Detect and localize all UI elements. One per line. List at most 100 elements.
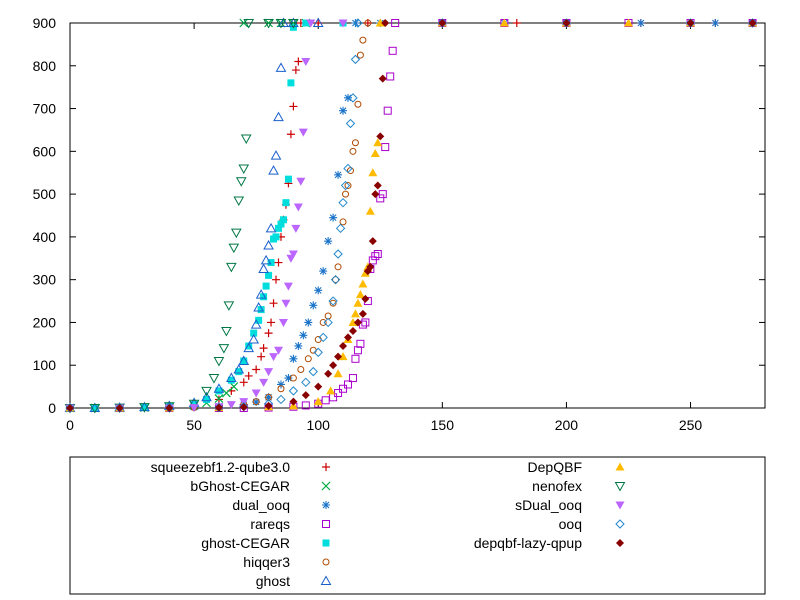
legend-marker [322,501,330,509]
data-point [139,403,150,413]
series-hiqqer3 [66,19,757,412]
data-point [301,401,310,410]
data-point [260,254,272,265]
data-point [314,382,323,391]
data-point [330,274,341,285]
legend-label: nenofex [532,478,582,494]
data-point [279,216,287,224]
legend-item: DepQBF [528,459,625,475]
data-point [329,213,338,222]
y-tick-label: 0 [48,400,56,416]
data-point [334,170,343,179]
data-point [115,404,124,412]
data-point [370,148,380,157]
legend-marker [322,539,330,547]
data-point [201,391,212,402]
legend-marker [616,539,624,547]
legend-marker [321,481,331,491]
data-point [248,334,260,344]
data-point [264,18,273,28]
data-point [227,376,235,384]
y-tick-label: 300 [33,272,57,288]
legend-marker [615,462,625,471]
data-point [267,318,276,327]
x-tick-label: 250 [679,417,703,433]
data-point [289,374,297,382]
data-point [313,347,323,358]
data-point [304,355,312,363]
legend: squeezebf1.2-qube3.0 bGhost-CEGAR dual_ooq… [69,456,766,595]
data-point [245,342,253,350]
data-point [365,206,375,215]
data-point [335,223,346,234]
data-point [340,180,351,191]
data-point [296,177,306,186]
plot-area: 0 50 100 150 200 250 0 100 200 300 400 500 600 700 80… [33,15,766,433]
legend-items: squeezebf1.2-qube3.0 bGhost-CEGAR dual_ooq… [151,459,626,589]
y-tick-label: 700 [33,101,57,117]
data-point [378,190,387,199]
data-point [225,262,237,273]
data-point [358,279,368,288]
y-tick-label: 800 [33,58,57,74]
data-point [353,346,362,355]
data-point [636,19,645,27]
y-tick-label: 200 [33,314,57,330]
data-point [373,250,382,258]
data-point [276,394,286,405]
y-axis: 0 100 200 300 400 500 600 700 800 900 [33,15,765,416]
x-tick-label: 150 [431,417,455,433]
legend-item: ghost [256,573,332,589]
data-point [275,19,287,29]
data-point [284,374,293,383]
data-point [235,177,247,187]
data-point [359,36,367,44]
data-point [291,66,300,75]
data-point [239,403,248,412]
data-point [334,389,343,398]
data-point [278,17,289,27]
data-point [289,354,298,363]
data-point [268,165,279,175]
data-point [275,62,287,72]
data-point [291,224,301,233]
data-point [386,72,395,81]
data-point [353,318,362,327]
data-point [286,130,295,139]
data-point [255,289,267,299]
data-point [314,286,323,295]
series-nenofex [64,19,299,414]
data-point [265,222,277,233]
series-sDual_ooq [65,19,348,413]
data-point [293,203,303,212]
data-point [334,352,343,361]
legend-item: dual_ooq [232,497,330,513]
series-bGhost-CEGAR [65,18,311,413]
data-point [294,341,303,350]
series-ghost [64,17,324,412]
data-point [351,139,359,147]
data-point [201,386,212,397]
legend-item: hiqqer3 [243,554,330,570]
data-point [438,19,447,27]
data-point [354,100,362,108]
y-tick-label: 100 [33,357,57,373]
data-point [323,317,333,328]
data-point [348,374,357,383]
data-point [91,404,99,412]
data-point [257,306,265,314]
series-ooq [65,18,758,413]
data-point [288,19,299,29]
data-point [376,194,385,203]
data-point [373,138,383,147]
data-point [350,54,361,65]
data-point [375,18,385,27]
data-point [289,397,298,406]
data-point [339,106,348,115]
data-point [366,262,375,271]
x-tick-label: 50 [186,417,202,433]
series-ghost-CEGAR [66,19,347,412]
y-tick-label: 400 [33,229,57,245]
data-point [287,79,295,87]
